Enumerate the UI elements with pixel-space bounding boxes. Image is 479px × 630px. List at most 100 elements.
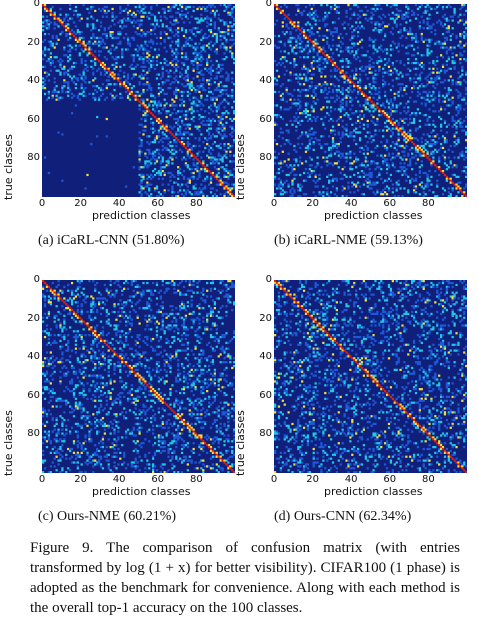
heatmap-cell (465, 86, 467, 90)
heatmap-cell (331, 144, 335, 148)
heatmap-cell (424, 38, 427, 41)
heatmap-cell (322, 17, 325, 20)
heatmap-cell (337, 34, 340, 38)
heatmap-cell (289, 19, 292, 22)
heatmap-cell (188, 127, 191, 130)
heatmap-cell (426, 75, 429, 78)
heatmap-cell (439, 117, 443, 121)
heatmap-cell (387, 73, 391, 76)
heatmap-cell (200, 83, 203, 86)
heatmap-cell (426, 185, 429, 188)
heatmap-cell (335, 31, 338, 34)
heatmap-cell (163, 58, 166, 61)
heatmap-cell (184, 31, 188, 34)
heatmap-cell (150, 141, 153, 144)
heatmap-cell (57, 280, 60, 283)
heatmap-cell (283, 56, 286, 59)
heatmap-cell (153, 322, 157, 325)
heatmap-cell (184, 58, 188, 61)
heatmap-cell (157, 83, 161, 86)
heatmap-cell (217, 162, 220, 165)
heatmap-cell (146, 289, 149, 292)
heatmap-cell (70, 79, 74, 82)
heatmap-cell (97, 297, 101, 300)
heatmap-cell (163, 104, 166, 107)
heatmap-cell (304, 88, 308, 92)
heatmap-cell (293, 58, 296, 61)
heatmap-cell (190, 146, 193, 150)
heatmap-cell (155, 283, 159, 287)
heatmap-cell (132, 15, 135, 18)
heatmap-cell (374, 104, 377, 107)
heatmap-cell (407, 139, 410, 142)
heatmap-cell (94, 27, 97, 30)
heatmap-cell (225, 100, 228, 103)
heatmap-cell (47, 27, 51, 30)
heatmap-cell (175, 326, 178, 329)
heatmap-cell (128, 65, 132, 68)
heatmap-cell (67, 305, 70, 308)
heatmap-cell (192, 77, 195, 80)
heatmap-cell (219, 31, 222, 34)
heatmap-cell (459, 19, 462, 22)
heatmap-cell (192, 187, 195, 190)
heatmap-cell (134, 15, 137, 18)
heatmap-cell (231, 38, 234, 41)
heatmap-cell (227, 287, 230, 290)
heatmap-cell (192, 144, 195, 148)
heatmap-cell (132, 25, 135, 28)
heatmap-cell (281, 11, 284, 14)
heatmap-cell (339, 69, 342, 72)
heatmap-cell (414, 177, 418, 180)
heatmap-cell (65, 71, 68, 74)
heatmap-cell (211, 187, 215, 190)
heatmap-cell (428, 90, 431, 94)
heatmap-cell (370, 171, 373, 175)
heatmap-cell (277, 162, 281, 165)
heatmap-cell (227, 13, 230, 16)
heatmap-cell (403, 27, 406, 30)
heatmap-cell (47, 19, 51, 22)
heatmap-cell (430, 175, 433, 178)
heatmap-cell (69, 7, 72, 11)
heatmap-cell (152, 29, 155, 32)
heatmap-cell (119, 299, 122, 302)
heatmap-cell (297, 42, 300, 45)
heatmap-cell (138, 285, 141, 289)
heatmap-cell (105, 96, 108, 99)
heatmap-cell (353, 183, 356, 186)
heatmap-cell (424, 77, 427, 80)
heatmap-cell (198, 322, 201, 325)
heatmap-cell (117, 280, 120, 283)
heatmap-cell (279, 181, 283, 184)
heatmap-cell (343, 166, 346, 169)
heatmap-cell (188, 142, 191, 146)
heatmap-cell (146, 81, 149, 84)
heatmap-cell (227, 112, 230, 115)
heatmap-cell (391, 48, 394, 51)
heatmap-cell (331, 185, 335, 188)
heatmap-cell (443, 121, 447, 124)
heatmap-cell (380, 104, 383, 107)
heatmap-cell (146, 50, 149, 53)
heatmap-cell (459, 189, 462, 192)
heatmap-cell (422, 150, 425, 153)
heatmap-cell (353, 191, 356, 194)
heatmap-cell (411, 38, 414, 41)
heatmap-cell (171, 173, 174, 177)
heatmap-cell (167, 162, 170, 165)
heatmap-cell (119, 83, 122, 86)
heatmap-cell (362, 114, 366, 117)
heatmap-cell (146, 98, 149, 101)
heatmap-cell (136, 94, 139, 97)
heatmap-cell (155, 135, 159, 138)
heatmap-cell (418, 25, 421, 28)
heatmap-cell (324, 83, 327, 86)
heatmap-cell (455, 106, 458, 109)
heatmap-cell (42, 77, 45, 80)
heatmap-cell (355, 183, 358, 186)
heatmap-cell (177, 195, 180, 197)
heatmap-cell (169, 9, 172, 13)
heatmap-cell (206, 119, 209, 123)
heatmap-cell (192, 177, 195, 180)
